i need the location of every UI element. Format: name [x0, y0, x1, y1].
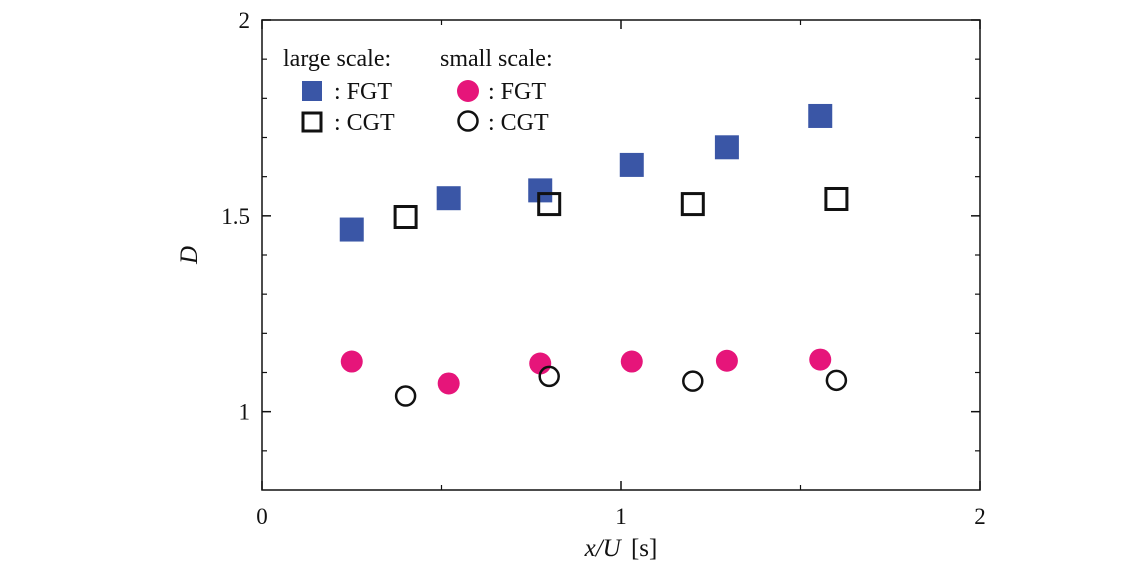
- x-tick-label: 0: [256, 504, 268, 529]
- data-point-series-1: [537, 192, 562, 217]
- legend-marker-large-cgt: [301, 111, 323, 133]
- data-point-series-2: [620, 350, 643, 373]
- legend-label-small-cgt: : CGT: [488, 110, 549, 136]
- axis-ticks: [261, 19, 981, 490]
- y-axis-title: D: [176, 246, 203, 265]
- legend-title-small-scale: small scale:: [440, 46, 553, 72]
- data-points: [339, 103, 849, 407]
- data-point-series-2: [715, 349, 738, 372]
- y-tick-label: 2: [239, 8, 251, 33]
- x-axis-variable: x/U: [584, 535, 623, 562]
- data-point-series-1: [680, 192, 705, 217]
- legend-label-large-fgt: : FGT: [334, 79, 392, 105]
- data-point-series-3: [394, 385, 417, 407]
- y-tick-label: 1.5: [221, 204, 250, 229]
- data-point-series-2: [529, 352, 552, 375]
- x-axis-unit: [s]: [631, 535, 657, 562]
- legend-marker-large-fgt: [302, 81, 322, 101]
- legend-marker-small-cgt: [457, 110, 479, 132]
- legend-label-small-fgt: : FGT: [488, 79, 546, 105]
- data-point-series-0: [436, 186, 461, 211]
- legend-label-large-cgt: : CGT: [334, 110, 395, 136]
- data-point-series-0: [528, 178, 553, 203]
- legend: large scale: small scale: : FGT : CGT : …: [283, 46, 553, 136]
- x-tick-label: 2: [974, 504, 986, 529]
- data-point-series-1: [824, 186, 849, 211]
- x-tick-label: 1: [615, 504, 627, 529]
- data-point-series-3: [538, 365, 560, 388]
- legend-marker-small-fgt: [457, 80, 479, 102]
- data-point-series-2: [809, 348, 832, 371]
- axis-tick-labels: 0 1 2 1 1.5 2: [221, 8, 986, 529]
- data-point-series-2: [340, 350, 363, 373]
- data-point-series-3: [825, 369, 848, 392]
- data-point-series-0: [714, 135, 739, 160]
- data-point-series-3: [682, 370, 704, 392]
- data-point-series-2: [437, 372, 460, 395]
- data-point-series-1: [393, 205, 418, 230]
- data-point-series-0: [339, 217, 364, 242]
- y-tick-label: 1: [239, 400, 251, 425]
- data-point-series-0: [808, 103, 833, 128]
- x-axis-title: x/U [s]: [584, 535, 658, 562]
- data-point-series-0: [619, 152, 644, 177]
- legend-title-large-scale: large scale:: [283, 46, 391, 72]
